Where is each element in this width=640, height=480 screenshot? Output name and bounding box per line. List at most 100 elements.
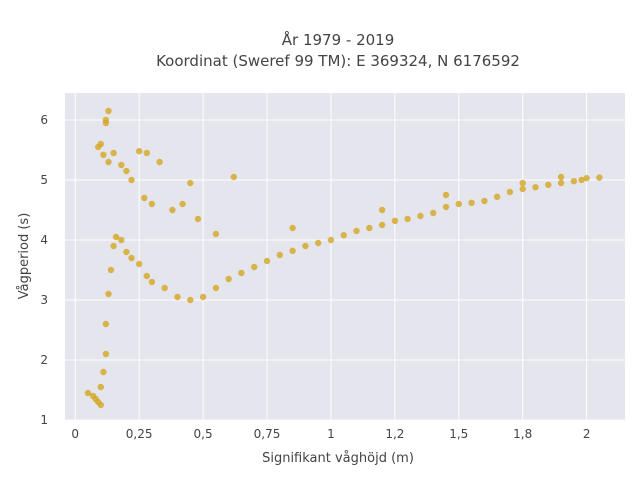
- data-point: [128, 254, 135, 262]
- data-point: [105, 158, 112, 166]
- data-point: [118, 236, 125, 244]
- data-point: [570, 178, 578, 185]
- y-tick-label: 3: [40, 293, 48, 307]
- data-point: [391, 217, 399, 224]
- data-point: [212, 230, 220, 238]
- data-point: [128, 176, 135, 184]
- x-tick-label: 0,75: [254, 427, 281, 441]
- data-point: [102, 350, 110, 358]
- x-tick-label: 2: [583, 427, 591, 441]
- data-point: [578, 176, 585, 184]
- data-point: [97, 383, 105, 391]
- data-point: [112, 233, 120, 241]
- data-point: [118, 161, 125, 169]
- data-point: [156, 158, 163, 166]
- data-point: [442, 203, 450, 211]
- data-point: [105, 290, 112, 298]
- data-point: [141, 194, 148, 202]
- x-tick-label: 1,2: [385, 427, 404, 441]
- data-point: [315, 239, 322, 247]
- x-axis-title: Signifikant våghöjd (m): [262, 451, 414, 466]
- data-point: [468, 199, 475, 206]
- data-point: [148, 278, 156, 286]
- y-tick-label: 4: [40, 233, 48, 247]
- data-point: [532, 184, 539, 191]
- x-axis-ticks: 0 0,25 0,5 0,75 1 1,2 1,5 1,8 2: [71, 427, 590, 441]
- data-point: [179, 200, 186, 208]
- data-point: [230, 173, 237, 181]
- data-point: [545, 181, 552, 188]
- y-axis-title: Vågperiod (s): [17, 213, 32, 300]
- y-tick-label: 5: [40, 173, 48, 187]
- data-point: [102, 116, 110, 124]
- data-point: [404, 215, 411, 223]
- data-point: [506, 188, 514, 196]
- data-point: [519, 185, 526, 193]
- chart-title-line-2: Koordinat (Sweref 99 TM): E 369324, N 61…: [156, 52, 520, 70]
- y-tick-label: 2: [40, 353, 48, 367]
- data-point: [455, 200, 462, 208]
- data-point: [110, 242, 117, 250]
- x-tick-label: 1,8: [513, 427, 532, 441]
- plot-area: [65, 93, 625, 420]
- y-tick-label: 1: [40, 413, 48, 427]
- data-point: [102, 320, 110, 328]
- data-point: [378, 221, 386, 229]
- x-tick-label: 0: [71, 427, 79, 441]
- data-point: [493, 193, 501, 200]
- data-point: [100, 368, 107, 376]
- data-point: [302, 242, 309, 250]
- data-point: [276, 251, 283, 259]
- data-point: [123, 167, 130, 175]
- data-point: [194, 215, 202, 223]
- x-tick-label: 1,5: [449, 427, 468, 441]
- x-tick-label: 1: [327, 427, 335, 441]
- data-point: [340, 232, 347, 239]
- data-points: [84, 107, 603, 409]
- data-point: [123, 248, 130, 256]
- data-point: [100, 151, 107, 158]
- data-point: [417, 212, 424, 220]
- data-point: [169, 206, 176, 214]
- data-point: [238, 269, 245, 277]
- data-point: [263, 257, 271, 265]
- data-point: [97, 401, 105, 409]
- data-point: [327, 236, 335, 244]
- data-point: [353, 227, 360, 235]
- grid-lines: [65, 93, 625, 421]
- x-tick-label: 0,5: [194, 427, 213, 441]
- y-axis-ticks: 1 2 3 4 5 6: [40, 113, 48, 427]
- data-point: [136, 148, 143, 155]
- data-point: [187, 179, 194, 187]
- data-point: [110, 149, 117, 157]
- data-point: [557, 179, 565, 187]
- data-point: [107, 266, 115, 274]
- data-point: [187, 296, 194, 304]
- data-point: [289, 224, 296, 232]
- y-tick-label: 6: [40, 113, 48, 127]
- data-point: [148, 200, 156, 208]
- data-point: [174, 293, 181, 301]
- chart-title-line-1: År 1979 - 2019: [282, 30, 395, 49]
- data-point: [84, 389, 92, 397]
- data-point: [105, 107, 112, 115]
- data-point: [557, 173, 565, 181]
- data-point: [199, 293, 207, 301]
- data-point: [442, 191, 450, 199]
- data-point: [225, 275, 232, 283]
- data-point: [583, 175, 590, 182]
- data-point: [161, 284, 168, 292]
- data-point: [596, 174, 603, 181]
- data-point: [378, 206, 386, 214]
- data-point: [136, 260, 143, 268]
- data-point: [289, 247, 296, 254]
- data-point: [430, 209, 437, 217]
- data-point: [251, 263, 258, 271]
- data-point: [519, 179, 526, 187]
- data-point: [143, 149, 150, 157]
- x-tick-label: 0,25: [126, 427, 153, 441]
- data-point: [212, 284, 220, 292]
- data-point: [366, 224, 373, 232]
- data-point: [97, 140, 105, 148]
